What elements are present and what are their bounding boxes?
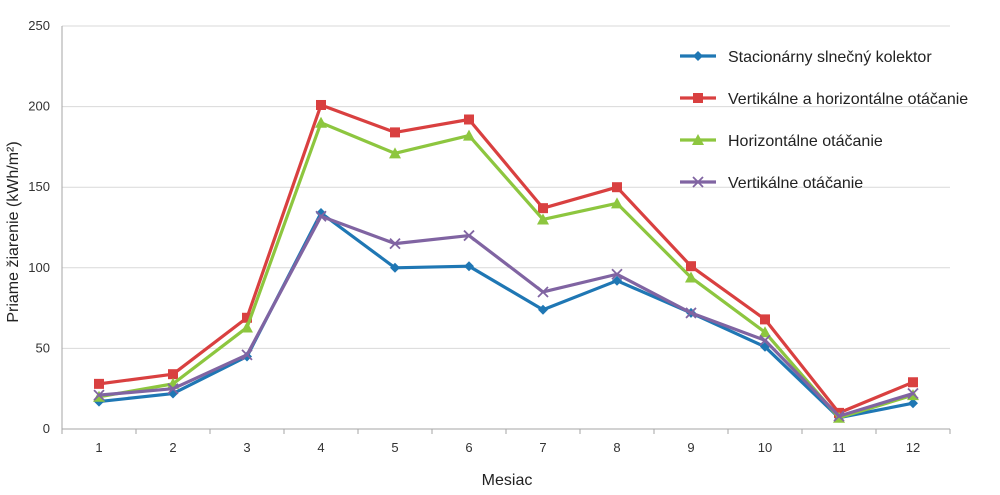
legend-label: Horizontálne otáčanie — [728, 133, 883, 150]
legend-marker — [692, 176, 704, 188]
legend-label: Vertikálne a horizontálne otáčanie — [728, 91, 968, 108]
data-point — [241, 321, 253, 333]
data-point — [538, 304, 548, 315]
y-axis-title: Priame žiarenie (kWh/m²) — [5, 141, 22, 322]
y-tick-label: 200 — [28, 99, 50, 114]
data-point — [316, 99, 326, 110]
data-point — [537, 213, 549, 225]
x-tick-label: 5 — [391, 440, 398, 455]
data-point — [463, 129, 475, 141]
x-tick-label: 3 — [243, 440, 250, 455]
data-point — [537, 286, 549, 298]
data-point — [612, 182, 622, 193]
x-axis-title: Mesiac — [482, 472, 533, 489]
data-point — [241, 349, 253, 361]
series-2 — [94, 99, 918, 418]
y-tick-label: 250 — [28, 18, 50, 33]
x-tick-label: 1 — [95, 440, 102, 455]
data-point — [93, 389, 105, 401]
data-point — [907, 387, 919, 400]
data-point — [389, 237, 401, 250]
data-point — [759, 326, 771, 338]
data-point — [242, 312, 252, 323]
x-tick-label: 4 — [317, 440, 324, 455]
data-point — [908, 398, 918, 409]
x-tick-label: 12 — [906, 440, 920, 455]
data-point — [315, 210, 327, 222]
series-1 — [94, 207, 918, 423]
series-lines — [93, 99, 919, 423]
legend-item: Vertikálne a horizontálne otáčanie — [680, 91, 968, 108]
x-tick-label: 2 — [169, 440, 176, 455]
x-tick-label: 8 — [613, 440, 620, 455]
series-line — [98, 103, 914, 415]
series-line — [98, 214, 914, 418]
y-tick-label: 50 — [36, 340, 50, 355]
legend-label: Stacionárny slnečný kolektor — [728, 49, 932, 66]
data-point — [908, 377, 918, 388]
data-point — [94, 378, 104, 389]
y-tick-label: 100 — [28, 260, 50, 275]
legend-marker — [693, 51, 703, 61]
x-tick-label: 11 — [832, 440, 846, 455]
gridlines — [62, 25, 950, 349]
series-4 — [93, 210, 919, 422]
data-point — [759, 334, 771, 346]
legend-label: Vertikálne otáčanie — [728, 175, 863, 192]
data-point — [389, 147, 401, 159]
data-point — [685, 271, 697, 283]
data-point — [760, 314, 770, 325]
data-point — [611, 197, 623, 209]
data-point — [833, 410, 845, 422]
data-point — [612, 275, 622, 286]
legend-item: Vertikálne otáčanie — [680, 175, 863, 192]
data-point — [464, 114, 474, 125]
legend-marker — [693, 93, 703, 103]
data-point — [685, 307, 697, 319]
legend-marker — [692, 134, 704, 145]
legend-item: Stacionárny slnečný kolektor — [680, 49, 932, 66]
data-point — [686, 261, 696, 272]
legend: Stacionárny slnečný kolektor Vertikálne a… — [680, 49, 968, 192]
data-point — [538, 203, 548, 214]
data-point — [611, 268, 623, 280]
data-point — [463, 229, 475, 242]
data-point — [168, 369, 178, 380]
series-line — [98, 121, 914, 420]
x-tick-label: 10 — [758, 440, 772, 455]
series-line — [98, 211, 914, 420]
x-tick-label: 7 — [539, 440, 546, 455]
x-tick-label: 9 — [687, 440, 694, 455]
data-point — [390, 127, 400, 138]
y-tick-label: 0 — [43, 421, 50, 436]
x-tick-label: 6 — [465, 440, 472, 455]
data-point — [390, 262, 400, 273]
y-tick-label: 150 — [28, 179, 50, 194]
data-point — [167, 383, 179, 395]
data-point — [315, 116, 327, 128]
data-point — [464, 261, 474, 272]
legend-item: Horizontálne otáčanie — [680, 133, 883, 150]
